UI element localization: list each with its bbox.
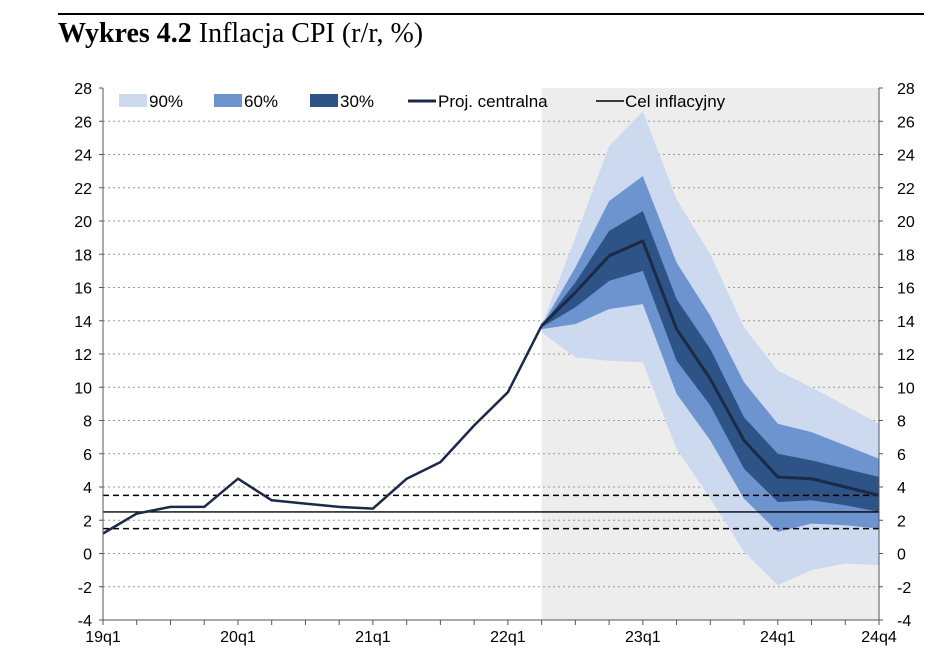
y-tick-label-right: 28 [897,81,915,98]
x-tick-label: 22q1 [490,629,526,646]
y-tick-label-left: 20 [74,214,92,231]
y-tick-label-left: -2 [78,580,92,597]
chart-title-number: Wykres 4.2 [58,18,192,49]
y-tick-label-right: -4 [897,613,911,630]
y-tick-label-right: 14 [897,314,915,331]
legend-label-30: 30% [340,92,374,111]
y-tick-label-left: 2 [83,513,92,530]
y-tick-label-left: 4 [83,480,92,497]
history-line [102,325,543,535]
x-tick-label: 24q1 [760,629,796,646]
x-tick-label: 21q1 [355,629,391,646]
y-tick-label-left: 22 [74,181,92,198]
y-tick-label-left: 10 [74,380,92,397]
y-tick-label-right: 24 [897,148,915,165]
y-tick-label-right: 20 [897,214,915,231]
y-tick-label-right: 10 [897,380,915,397]
y-tick-label-right: 22 [897,181,915,198]
y-tick-label-left: 14 [74,314,92,331]
y-tick-label-right: 2 [897,513,906,530]
y-tick-label-left: 26 [74,114,92,131]
title-rule [58,13,924,15]
y-tick-label-left: 18 [74,247,92,264]
chart-title: Wykres 4.2 Inflacja CPI (r/r, %) [58,18,423,50]
y-tick-label-right: 8 [897,414,906,431]
y-tick-label-left: 0 [83,547,92,564]
y-tick-label-left: 12 [74,347,92,364]
legend-swatch-60 [214,94,242,107]
y-tick-label-left: 24 [74,148,92,165]
x-tick-label: 23q1 [625,629,661,646]
legend-label-target: Cel inflacyjny [625,92,726,111]
y-tick-label-right: -2 [897,580,911,597]
y-tick-label-right: 12 [897,347,915,364]
y-tick-label-right: 26 [897,114,915,131]
legend-swatch-30 [310,94,338,107]
y-tick-label-left: -4 [78,613,92,630]
y-tick-label-right: 18 [897,247,915,264]
legend-label-central: Proj. centralna [438,92,548,111]
legend-label-60: 60% [244,92,278,111]
x-tick-label: 19q1 [85,629,121,646]
y-tick-label-left: 28 [74,81,92,98]
band-30 [541,211,879,512]
chart-subtitle: Inflacja CPI (r/r, %) [198,18,424,49]
central-projection-line [540,239,880,497]
y-tick-label-right: 0 [897,547,906,564]
x-tick-label: 24q4 [861,629,897,646]
y-tick-label-left: 8 [83,414,92,431]
y-tick-label-right: 4 [897,480,906,497]
legend-swatch-90 [119,94,147,107]
y-tick-label-right: 6 [897,447,906,464]
y-tick-label-left: 6 [83,447,92,464]
y-tick-label-right: 16 [897,281,915,298]
y-tick-label-left: 16 [74,281,92,298]
legend-label-90: 90% [149,92,183,111]
x-tick-label: 20q1 [220,629,256,646]
